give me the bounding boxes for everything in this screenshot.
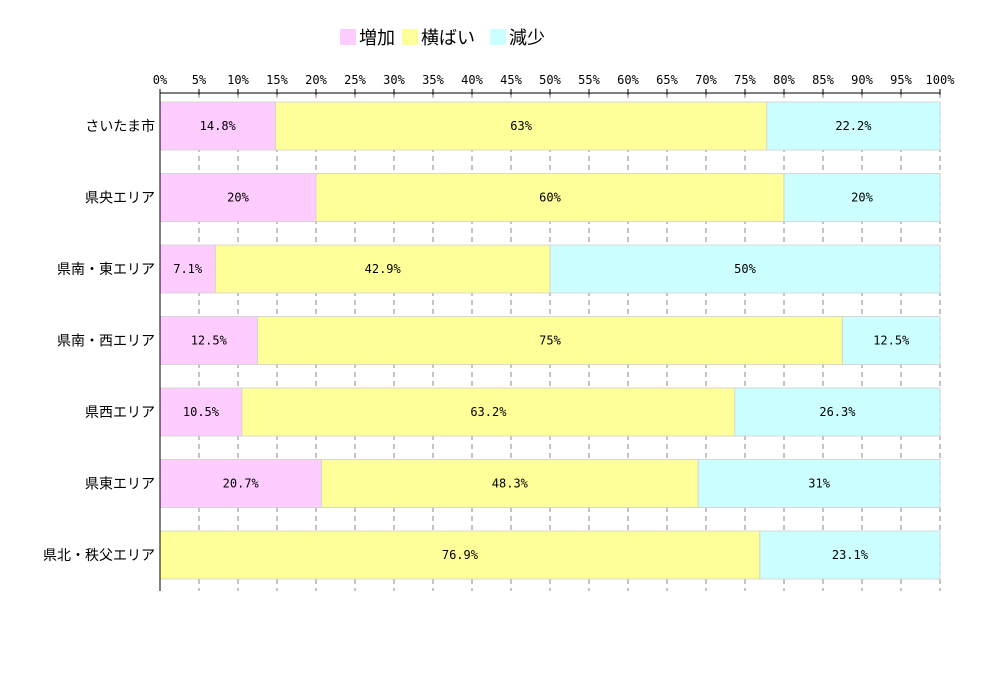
data-label: 63% [510,119,532,133]
x-tick-label: 60% [617,73,639,87]
data-label: 20% [227,191,249,205]
bar-segment-2 [315,173,785,222]
x-tick-label: 85% [812,73,834,87]
data-label: 22.2% [835,119,872,133]
x-tick-label: 100% [926,73,956,87]
bar-segment-1 [159,459,322,508]
x-tick-label: 5% [192,73,207,87]
category-label: 県央エリア [85,191,155,207]
data-label: 63.2% [470,405,507,419]
data-label: 31% [808,477,830,491]
data-label: 42.9% [365,262,402,276]
x-tick-label: 15% [266,73,288,87]
category-label: さいたま市 [85,118,155,135]
data-label: 75% [539,334,561,348]
data-label: 23.1% [832,548,869,562]
x-tick-label: 50% [539,73,561,87]
bar-segment-3 [766,101,941,151]
bar-segment-3 [759,530,941,580]
legend-label: 増加 [359,28,395,49]
bars: 14.8% 63% 22.2% 20% 60% 20% 7.1% 42.9% 50% 12.5% 7… [159,101,941,580]
category-labels: さいたま市県央エリア県南・東エリア県南・西エリア県西エリア県東エリア県北・秩父エ… [43,118,155,564]
x-tick-label: 25% [344,73,366,87]
x-tick-label: 55% [578,73,600,87]
x-tick-label: 0% [153,73,168,87]
legend-label: 減少 [509,28,545,49]
data-label: 7.1% [173,262,203,276]
category-label: 県東エリア [85,477,155,493]
x-tick-label: 80% [773,73,795,87]
x-tick-label: 70% [695,73,717,87]
bar-segment-3 [697,459,941,508]
category-label: 県西エリア [85,405,155,421]
legend-swatch [340,29,356,45]
bar-segment-2 [275,101,768,151]
bar-segment-3 [842,316,941,365]
data-label: 12.5% [873,334,910,348]
x-tick-label: 40% [461,73,483,87]
x-axis-ticks: 0% 5% 10% 15% 20% 25% 30% 35% 40% 45% 50% 55% 60% 65%… [153,73,955,95]
legend-label: 横ばい [421,28,475,49]
x-tick-label: 20% [305,73,327,87]
axis-lines [159,92,940,591]
bar-segment-3 [549,244,941,294]
x-tick-label: 90% [851,73,873,87]
bar-segment-1 [159,244,216,294]
category-label: 県北・秩父エリア [43,548,155,564]
x-tick-label: 30% [383,73,405,87]
bar-segment-2 [257,316,843,365]
data-label: 26.3% [819,405,856,419]
legend-swatch [490,29,506,45]
data-label: 14.8% [200,119,237,133]
bar-segment-2 [241,387,736,437]
data-label: 50% [734,262,756,276]
bar-segment-3 [734,387,941,437]
data-label: 48.3% [492,477,529,491]
bar-segment-2 [159,530,761,580]
category-label: 県南・西エリア [57,334,155,350]
bar-segment-1 [159,387,243,437]
x-tick-label: 65% [656,73,678,87]
x-tick-label: 45% [500,73,522,87]
bar-segment-3 [783,173,941,222]
legend: 増加 横ばい 減少 [340,28,545,49]
category-label: 県南・東エリア [57,262,155,278]
x-tick-label: 35% [422,73,444,87]
data-label: 10.5% [183,405,220,419]
data-label: 20% [851,191,873,205]
data-label: 76.9% [442,548,479,562]
legend-swatch [402,29,418,45]
x-tick-label: 75% [734,73,756,87]
bar-segment-2 [321,459,699,508]
x-tick-label: 95% [890,73,912,87]
x-tick-label: 10% [227,73,249,87]
data-label: 20.7% [223,477,260,491]
data-label: 12.5% [191,334,228,348]
data-label: 60% [539,191,561,205]
